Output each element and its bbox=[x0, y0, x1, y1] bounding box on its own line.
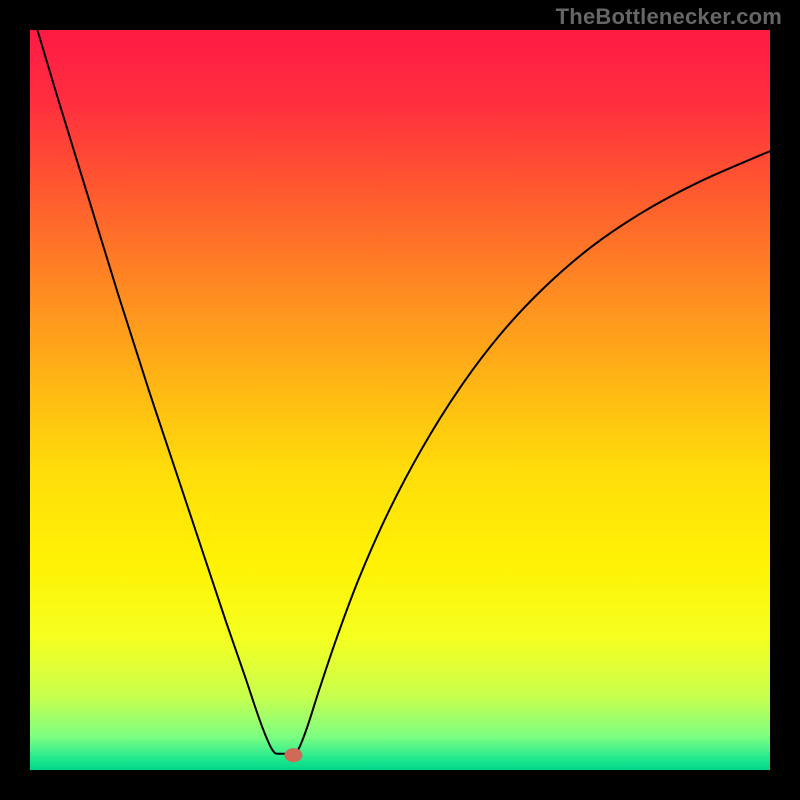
optimum-marker bbox=[284, 748, 302, 762]
plot-area bbox=[30, 30, 770, 770]
chart-frame: TheBottlenecker.com bbox=[0, 0, 800, 800]
gradient-background bbox=[30, 30, 770, 770]
gradient-v-curve-chart bbox=[30, 30, 770, 770]
watermark-text: TheBottlenecker.com bbox=[556, 4, 782, 30]
